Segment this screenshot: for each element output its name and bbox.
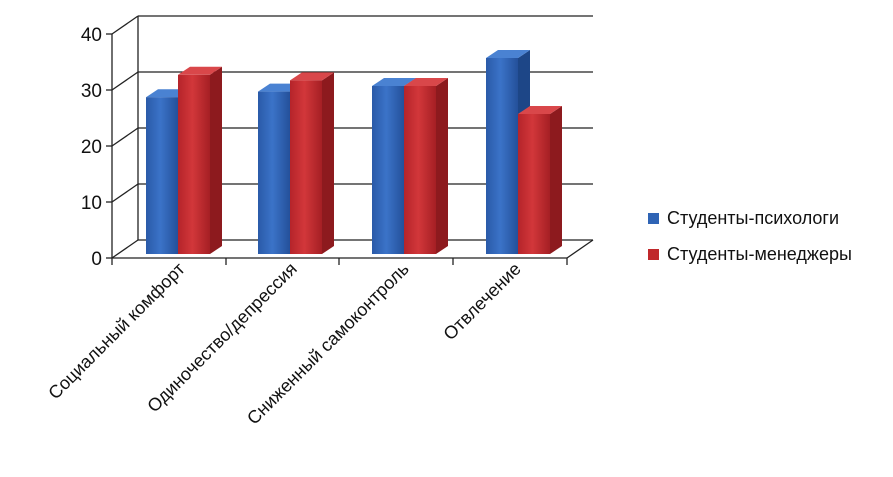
x-tick-label-distraction: Отвлечение <box>439 259 524 344</box>
bar-top-face <box>486 50 530 58</box>
bar-front-face <box>258 91 290 254</box>
legend: Студенты-психологи Студенты-менеджеры <box>648 206 852 278</box>
bar-managers-loneliness <box>290 72 334 255</box>
bar-top-face <box>178 66 222 75</box>
bar-managers-distraction <box>518 106 562 254</box>
bar-front-face <box>486 58 518 254</box>
bar-front-face <box>404 86 436 254</box>
y-tick-label: 20 <box>81 137 102 158</box>
bar-front-face <box>518 114 550 254</box>
bar-front-face <box>178 74 210 254</box>
bar-top-face <box>372 78 416 86</box>
legend-item-managers: Студенты-менеджеры <box>648 242 852 266</box>
bars <box>146 50 562 255</box>
y-tick-label: 0 <box>91 249 102 270</box>
legend-label-psychologists: Студенты-психологи <box>667 207 840 228</box>
bar-front-face <box>290 80 322 255</box>
gridline-diagonal <box>111 71 139 91</box>
floor-right-edge <box>566 239 594 259</box>
legend-swatch-managers <box>648 248 659 260</box>
bar-front-face <box>372 86 404 254</box>
bar-managers-self-control <box>404 78 448 254</box>
bar-side-face <box>436 78 448 254</box>
y-axis: 0 10 20 30 40 <box>81 25 112 270</box>
bar-top-face <box>518 106 562 114</box>
gridline-diagonal <box>111 127 139 147</box>
bar-side-face <box>210 66 222 254</box>
legend-label-managers: Студенты-менеджеры <box>667 243 852 264</box>
bar-front-face <box>146 97 178 254</box>
gridline-diagonal <box>111 239 139 259</box>
bar-side-face <box>550 106 562 254</box>
bar-top-face <box>290 72 334 81</box>
y-tick-label: 10 <box>81 193 102 214</box>
bar-top-face <box>404 78 448 86</box>
y-tick-label: 40 <box>81 25 102 46</box>
legend-item-psychologists: Студенты-психологи <box>648 206 852 230</box>
bar-side-face <box>322 72 334 255</box>
y-tick-label: 30 <box>81 81 102 102</box>
x-axis: Социальный комфортОдиночество/депрессияС… <box>44 258 568 428</box>
gridline-diagonal <box>111 15 139 35</box>
legend-swatch-psychologists <box>648 212 659 224</box>
bar-managers-social-comfort <box>178 66 222 254</box>
gridline-diagonal <box>111 183 139 203</box>
